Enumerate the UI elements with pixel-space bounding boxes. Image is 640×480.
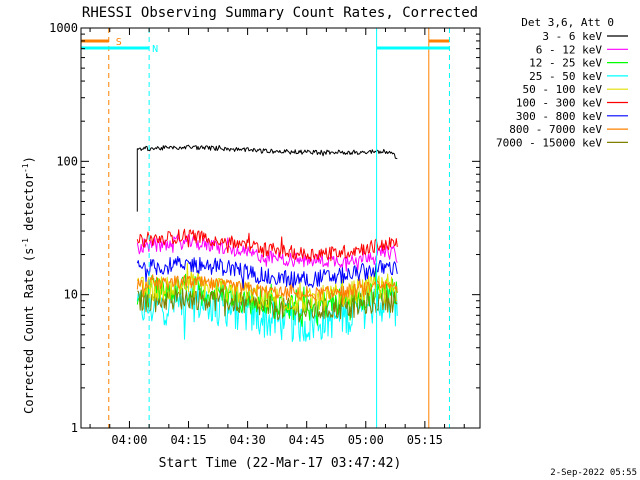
marker-label-3: N	[152, 44, 158, 55]
y-tick-label: 100	[56, 154, 78, 168]
marker-label-1: S	[116, 37, 122, 48]
chart-title: RHESSI Observing Summary Count Rates, Co…	[82, 5, 478, 21]
legend-label-9: 7000 - 15000 keV	[496, 136, 602, 149]
legend-label-3: 12 - 25 keV	[529, 57, 602, 70]
x-axis-label: Start Time (22-Mar-17 03:47:42)	[159, 456, 402, 471]
x-tick-label: 05:15	[407, 433, 443, 447]
series-layer	[136, 144, 398, 342]
axis-layer: 04:00 04:15 04:30 04:45 05:00 05:15 1 10 100 1000	[49, 21, 481, 447]
y-tick-label: 1000	[49, 21, 78, 35]
legend-label-8: 800 - 7000 keV	[509, 123, 602, 136]
y-axis-label: Corrected Count Rate (s-1 detector-1)	[21, 156, 36, 414]
series-line-8	[136, 274, 398, 304]
y-axis-label-part: detector	[22, 173, 36, 238]
series-line-9	[137, 287, 398, 323]
y-axis-label-part: Corrected Count Rate (s	[22, 248, 36, 414]
marker-layer: SN	[81, 28, 450, 428]
x-tick-label: 04:00	[111, 433, 147, 447]
x-tick-label: 04:15	[170, 433, 206, 447]
y-axis-label-sup: -1	[21, 163, 30, 173]
y-tick-label: 10	[64, 288, 78, 302]
series-line-1	[136, 144, 398, 212]
x-tick-label: 04:45	[289, 433, 325, 447]
series-line-2	[136, 234, 398, 272]
legend-label-7: 300 - 800 keV	[516, 110, 602, 123]
y-axis-label-part: )	[22, 156, 36, 163]
x-tick-label: 05:00	[348, 433, 384, 447]
y-tick-label: 1	[71, 421, 78, 435]
legend-label-5: 50 - 100 keV	[523, 83, 603, 96]
y-axis-label-sup: -1	[21, 238, 30, 248]
legend-label-1: 3 - 6 keV	[542, 30, 602, 43]
legend-label-4: 25 - 50 keV	[529, 70, 602, 83]
legend-label-2: 6 - 12 keV	[536, 43, 603, 56]
x-tick-label: 04:30	[230, 433, 266, 447]
legend-label-6: 100 - 300 keV	[516, 97, 602, 110]
plot-frame	[80, 27, 481, 429]
series-line-7	[136, 256, 398, 289]
date-stamp: 2-Sep-2022 05:55	[550, 468, 637, 478]
series-line-6	[136, 228, 398, 262]
legend-title: Det 3,6, Att 0	[521, 16, 614, 29]
